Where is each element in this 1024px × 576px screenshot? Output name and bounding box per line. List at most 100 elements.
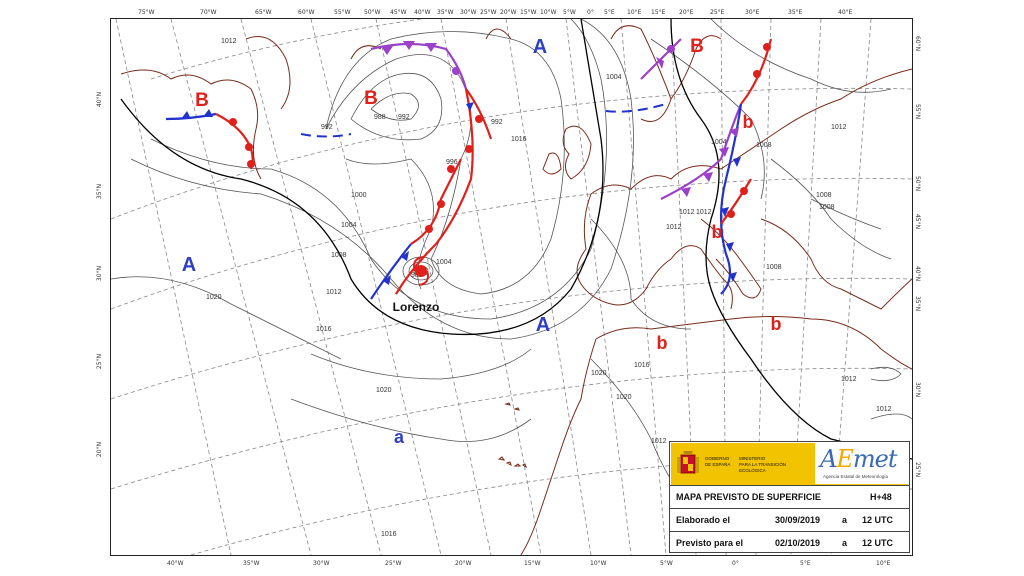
isobar-label: 1020	[616, 394, 632, 401]
isobar-label: 1008	[331, 252, 347, 259]
isobar-label: 1000	[351, 192, 367, 199]
previsto-label: Previsto para el	[676, 538, 744, 548]
low-label: b	[657, 333, 668, 353]
isobar-label: 1008	[766, 264, 782, 271]
isobar-label: 1016	[634, 362, 650, 369]
lon-label: 65°W	[255, 9, 272, 16]
lon-label: 0°	[732, 560, 739, 567]
front-symbols	[181, 41, 771, 285]
previsto-a: a	[842, 538, 848, 548]
storm-name: Lorenzo	[393, 300, 440, 314]
weather-map[interactable]: 1012 1012 1012 1012 1016 1016 1020 1020 …	[110, 18, 913, 556]
lon-label: 40°W	[167, 560, 184, 567]
lon-label: 20°E	[679, 9, 694, 16]
lat-label: 25°N	[914, 461, 922, 478]
isobar-label: 1012	[696, 209, 712, 216]
isobar-label: 1020	[591, 370, 607, 377]
low-label: B	[364, 88, 378, 109]
lon-label: 35°W	[243, 560, 260, 567]
elaborado-row: Elaborado el 30/09/2019 a 12 UTC	[670, 508, 909, 531]
aemet-logo-panel: AEmet Agencia Estatal de Meteorología	[815, 443, 908, 484]
title-row: MAPA PREVISTO DE SUPERFICIE H+48	[670, 485, 909, 508]
high-label: a	[394, 427, 405, 447]
occluded-front-europe	[660, 103, 743, 200]
government-label: GOBIERNO DE ESPAÑA	[705, 456, 730, 468]
isobar-label: 1016	[381, 531, 397, 538]
isobar-label: 1020	[206, 294, 222, 301]
lon-label: 40°W	[414, 9, 431, 16]
isobar-label: 1012	[221, 38, 237, 45]
lon-label: 45°W	[390, 9, 407, 16]
lat-label: 45°N	[914, 213, 922, 230]
lon-label: 25°W	[385, 560, 402, 567]
ministry-line: PARA LA TRANSICIÓN ECOLÓGICA	[739, 462, 787, 473]
lon-label: 5°W	[660, 560, 673, 567]
map-canvas: 1012 1012 1012 1012 1016 1016 1020 1020 …	[111, 19, 912, 555]
isobar-label: 1012	[841, 376, 857, 383]
low-label: b	[743, 112, 754, 132]
coastlines	[120, 25, 912, 555]
isobar-label: 1012	[651, 438, 667, 445]
isobar-label: 1012	[679, 209, 695, 216]
lon-label: 25°E	[710, 9, 725, 16]
occluded-front-atlantic	[370, 42, 468, 90]
lat-label: 30°N	[914, 381, 922, 398]
forecast-horizon: H+48	[870, 492, 892, 502]
lon-label: 15°W	[520, 9, 537, 16]
lon-label: 10°E	[627, 9, 642, 16]
cold-front-lorenzo	[370, 243, 412, 300]
isobar-label: 1012	[666, 224, 682, 231]
ministry-label: MINISTERIO PARA LA TRANSICIÓN ECOLÓGICA	[739, 456, 799, 474]
isobar-label: 988	[374, 114, 386, 121]
coat-of-arms-icon	[677, 451, 699, 474]
lon-label: 30°W	[313, 560, 330, 567]
high-label: A	[533, 36, 547, 58]
hurricane-icon	[413, 256, 429, 286]
low-label: B	[195, 90, 209, 111]
lat-label: 60°N	[914, 35, 922, 52]
lon-label: 75°W	[138, 9, 155, 16]
isobar-label: 1004	[606, 74, 622, 81]
isobar-label: 988	[411, 272, 423, 279]
low-label: b	[712, 222, 723, 242]
gov-line: DE ESPAÑA	[705, 462, 731, 467]
high-label: A	[182, 254, 196, 276]
ministry-line: MINISTERIO	[739, 456, 766, 461]
warm-front-atlantic	[465, 88, 493, 140]
high-label: A	[536, 314, 550, 336]
lon-label: 55°W	[334, 9, 351, 16]
lon-label: 10°E	[876, 560, 891, 567]
lon-label: 25°W	[480, 9, 497, 16]
isobar-label: 1004	[711, 139, 727, 146]
lon-label: 50°W	[364, 9, 381, 16]
lat-label: 55°N	[914, 103, 922, 120]
isobar-label: 1012	[326, 289, 342, 296]
lon-label: 70°W	[200, 9, 217, 16]
lat-label: 20°N	[96, 441, 104, 458]
isobar-label: 1008	[816, 192, 832, 199]
graticule	[111, 19, 912, 555]
lon-label: 30°E	[745, 9, 760, 16]
lon-label: 40°E	[838, 9, 853, 16]
isobar-label: 992	[398, 114, 410, 121]
lon-label: 35°W	[437, 9, 454, 16]
elaborado-label: Elaborado el	[676, 515, 731, 525]
isobar-label: 1020	[376, 387, 392, 394]
isobar-labels: 1012 1012 1012 1012 1016 1016 1020 1020 …	[206, 38, 892, 538]
previsto-time: 12 UTC	[862, 538, 894, 548]
lon-label: 0°	[587, 9, 594, 16]
lat-label: 40°N	[914, 265, 922, 282]
map-info-box: GOBIERNO DE ESPAÑA MINISTERIO PARA LA TR…	[669, 441, 910, 553]
lon-label: 15°W	[524, 560, 541, 567]
low-label: b	[771, 314, 782, 334]
aemet-subtitle: Agencia Estatal de Meteorología	[823, 474, 889, 479]
isobar-label: 1016	[316, 326, 332, 333]
lon-label: 20°W	[500, 9, 517, 16]
lat-label: 40°N	[96, 91, 104, 108]
lon-label: 5°E	[800, 560, 811, 567]
pressure-centers: A A A a B B B b b b b Lorenzo	[182, 36, 782, 447]
isobar-1012	[120, 19, 912, 460]
map-title: MAPA PREVISTO DE SUPERFICIE	[676, 492, 821, 502]
isobar-label: 1004	[436, 259, 452, 266]
isobar-label: 1008	[819, 204, 835, 211]
